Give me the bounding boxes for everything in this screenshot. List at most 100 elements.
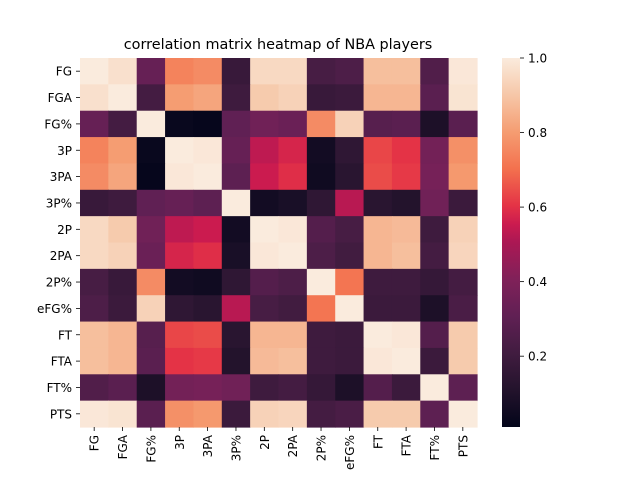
column-tick-label: 2PA [286, 434, 300, 457]
heatmap-cell-PTS-FTA [391, 400, 421, 428]
row-tick-label: FG [56, 65, 72, 79]
heatmap-cell-3P-FTA [391, 137, 421, 165]
colorbar-tick-label: 0.8 [528, 126, 547, 140]
heatmap-cell-3P-3PA [193, 137, 223, 165]
heatmap-cell-FG-2P [250, 58, 280, 85]
heatmap-cell-2P-2PA [278, 216, 308, 244]
column-tick-label: FGA [116, 434, 130, 459]
heatmap-cell-FG-3PA [193, 58, 223, 85]
heatmap-cell-2PA-PTS [448, 242, 478, 270]
heatmap-cell-2P%-2PA [278, 268, 308, 296]
heatmap-cell-FTA-PTS [448, 347, 478, 375]
heatmap-cell-2P-3P [165, 216, 195, 244]
heatmap-cell-eFG%-eFG% [335, 295, 365, 323]
heatmap-cell-3P-PTS [448, 137, 478, 165]
heatmap-cell-FTA-FT% [420, 347, 450, 375]
heatmap-cell-FG-FG% [136, 58, 166, 85]
heatmap-cell-PTS-PTS [448, 400, 478, 428]
heatmap-cell-2P-FGA [108, 216, 138, 244]
heatmap-cell-eFG%-FT [363, 295, 393, 323]
heatmap-cell-2P-FT% [420, 216, 450, 244]
heatmap-cell-FG-2P% [306, 58, 336, 85]
heatmap-cell-PTS-FG [80, 400, 109, 428]
heatmap-cells [80, 58, 478, 428]
row-tick-label: 3P [57, 144, 72, 158]
colorbar-tick-label: 0.6 [528, 201, 547, 215]
heatmap-cell-FGA-2PA [278, 84, 308, 112]
heatmap-cell-2P-FG [80, 216, 109, 244]
heatmap-cell-FGA-FTA [391, 84, 421, 112]
heatmap-cell-3P%-eFG% [335, 189, 365, 217]
colorbar-tick-label: 0.2 [528, 350, 547, 364]
heatmap-cell-FT-2P% [306, 321, 336, 349]
heatmap-cell-2PA-FGA [108, 242, 138, 270]
column-tick-label: 3P [173, 435, 187, 450]
row-tick-label: PTS [50, 407, 72, 421]
heatmap-cell-FT%-3P% [221, 374, 251, 402]
heatmap-cell-3PA-FT [363, 163, 393, 191]
heatmap-cell-3P%-2P% [306, 189, 336, 217]
heatmap-cell-PTS-3PA [193, 400, 223, 428]
heatmap-cell-FGA-FT% [420, 84, 450, 112]
row-tick-label: FGA [48, 91, 73, 105]
heatmap-cell-2PA-FTA [391, 242, 421, 270]
heatmap-cell-FTA-FTA [391, 347, 421, 375]
heatmap-cell-2P-3PA [193, 216, 223, 244]
heatmap-cell-3P-2P% [306, 137, 336, 165]
colorbar: 0.2 0.4 0.6 0.8 1.0 [502, 52, 547, 427]
heatmap-cell-FGA-2P% [306, 84, 336, 112]
heatmap-cell-FT-FG [80, 321, 109, 349]
heatmap-cell-3PA-FG [80, 163, 109, 191]
heatmap-cell-3P%-2PA [278, 189, 308, 217]
heatmap-cell-2P%-PTS [448, 268, 478, 296]
heatmap-cell-FGA-3PA [193, 84, 223, 112]
heatmap-cell-FG-FGA [108, 58, 138, 85]
heatmap-cell-3P-FT% [420, 137, 450, 165]
heatmap-cell-FTA-FG [80, 347, 109, 375]
heatmap-cell-3PA-2P [250, 163, 280, 191]
heatmap-cell-PTS-FT% [420, 400, 450, 428]
heatmap-cell-eFG%-2PA [278, 295, 308, 323]
heatmap-cell-eFG%-3P% [221, 295, 251, 323]
heatmap-cell-3P%-FT [363, 189, 393, 217]
heatmap-cell-2P%-FGA [108, 268, 138, 296]
column-tick-label: 3P% [229, 435, 243, 461]
row-tick-label: 3P% [46, 196, 72, 210]
column-tick-label: FT% [428, 435, 442, 460]
heatmap-cell-FG%-3P% [221, 110, 251, 138]
heatmap-cell-3P-3P [165, 137, 195, 165]
heatmap-cell-3PA-FT% [420, 163, 450, 191]
heatmap-cell-2PA-FG [80, 242, 109, 270]
heatmap-cell-3PA-FGA [108, 163, 138, 191]
heatmap-cell-FG%-PTS [448, 110, 478, 138]
heatmap-cell-3P-FG [80, 137, 109, 165]
row-tick-label: FT [58, 328, 73, 342]
heatmap-cell-eFG%-FT% [420, 295, 450, 323]
heatmap-cell-3PA-3P [165, 163, 195, 191]
heatmap-cell-FG%-FT [363, 110, 393, 138]
heatmap-cell-2P%-FG [80, 268, 109, 296]
column-tick-label: 3PA [201, 434, 215, 457]
heatmap-cell-3P-2P [250, 137, 280, 165]
heatmap-cell-FGA-FG% [136, 84, 166, 112]
heatmap-cell-FTA-FT [363, 347, 393, 375]
heatmap-cell-2PA-2PA [278, 242, 308, 270]
heatmap-cell-2PA-FT% [420, 242, 450, 270]
heatmap-cell-FG-FT% [420, 58, 450, 85]
heatmap-cell-3P%-FG [80, 189, 109, 217]
heatmap-cell-3P-FG% [136, 137, 166, 165]
heatmap-cell-FT-2PA [278, 321, 308, 349]
heatmap-cell-FGA-FT [363, 84, 393, 112]
heatmap-cell-FT-FT [363, 321, 393, 349]
heatmap-cell-3P-3P% [221, 137, 251, 165]
column-tick-label: FT [371, 434, 385, 449]
heatmap-cell-FTA-FG% [136, 347, 166, 375]
heatmap-cell-PTS-FT [363, 400, 393, 428]
heatmap-cell-FG-3P [165, 58, 195, 85]
heatmap-cell-FG-eFG% [335, 58, 365, 85]
heatmap-cell-PTS-2P [250, 400, 280, 428]
heatmap-cell-3PA-2P% [306, 163, 336, 191]
heatmap-cell-FT-3P% [221, 321, 251, 349]
heatmap-cell-2P-FT [363, 216, 393, 244]
column-tick-label: FG [88, 435, 102, 451]
